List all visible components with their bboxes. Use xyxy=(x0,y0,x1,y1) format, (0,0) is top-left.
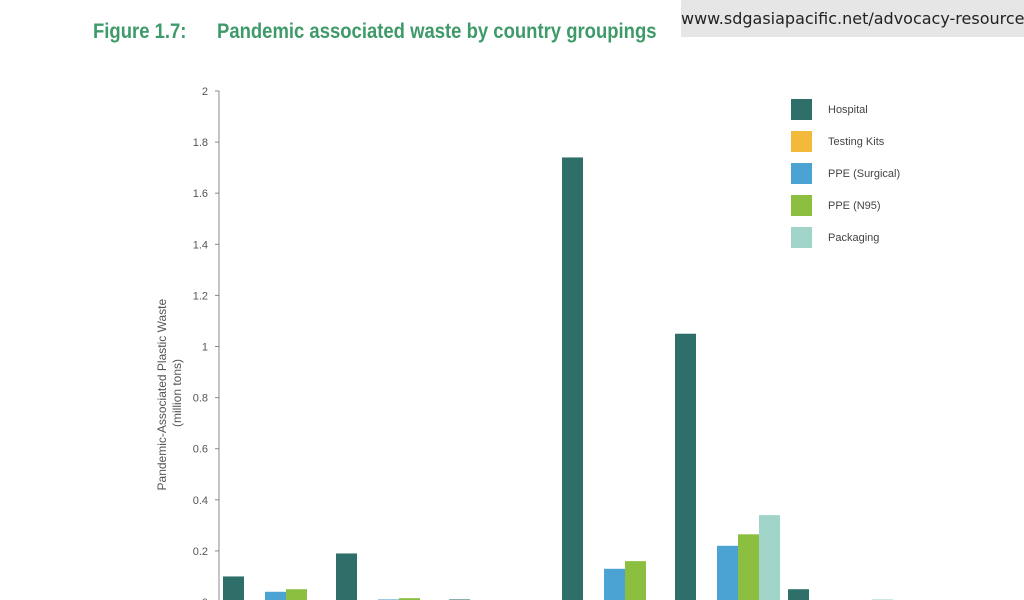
legend-label: Packaging xyxy=(828,232,879,244)
bar xyxy=(286,589,307,600)
legend-label: Hospital xyxy=(828,104,868,116)
y-tick-label: 0.2 xyxy=(193,546,208,558)
legend-label: PPE (Surgical) xyxy=(828,168,900,180)
y-tick-label: 1.4 xyxy=(193,239,208,251)
legend-swatch xyxy=(791,227,812,248)
bar xyxy=(265,591,286,600)
y-tick-label: 1.2 xyxy=(193,290,208,302)
chart-title: Pandemic associated waste by country gro… xyxy=(217,20,657,43)
bar xyxy=(399,598,420,600)
bar xyxy=(223,576,244,600)
figure-label: Figure 1.7: xyxy=(93,20,187,43)
y-tick-label: 1.6 xyxy=(193,188,208,200)
bars xyxy=(223,157,893,600)
legend-swatch xyxy=(791,195,812,216)
bar xyxy=(738,534,759,600)
y-tick-label: 0 xyxy=(202,597,208,600)
legend-swatch xyxy=(791,163,812,184)
y-tick-label: 2 xyxy=(202,86,208,98)
y-axis-title-line1: Pandemic-Associated Plastic Waste xyxy=(155,299,169,491)
bar xyxy=(759,515,780,600)
bar xyxy=(717,545,738,600)
legend: Hospital Testing Kits PPE (Surgical) PPE (N… xyxy=(791,99,900,248)
bar xyxy=(604,568,625,600)
source-watermark: www.sdgasiapacific.net/advocacy-resource… xyxy=(681,0,1024,37)
y-tick-label: 0.6 xyxy=(193,444,208,456)
legend-label: PPE (N95) xyxy=(828,200,881,212)
y-axis: 0 0.2 0.4 0.6 0.8 1 1.2 1.4 1.6 1.8 2 xyxy=(193,86,220,600)
legend-label: Testing Kits xyxy=(828,136,885,148)
y-tick-label: 1 xyxy=(202,342,208,354)
bar xyxy=(675,333,696,600)
bar xyxy=(788,589,809,600)
legend-swatch xyxy=(791,131,812,152)
y-axis-title-line2: (million tons) xyxy=(170,359,184,427)
y-tick-label: 0.8 xyxy=(193,393,208,405)
y-axis-title: Pandemic-Associated Plastic Waste (milli… xyxy=(155,296,184,491)
y-tick-label: 0.4 xyxy=(193,495,208,507)
bar xyxy=(336,553,357,600)
legend-swatch xyxy=(791,99,812,120)
bar xyxy=(562,157,583,600)
y-tick-label: 1.8 xyxy=(193,137,208,149)
bar xyxy=(625,561,646,600)
